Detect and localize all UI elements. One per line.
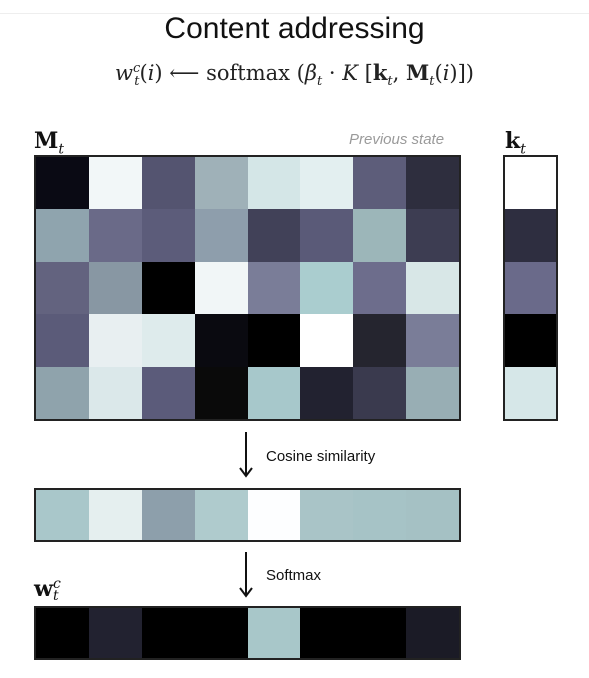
memory-cell [88,366,142,419]
weight-cell [36,608,89,658]
memory-cell [353,261,407,315]
softmax-label: Softmax [266,567,322,584]
memory-cell [247,366,301,419]
memory-cell [141,209,195,262]
weight-cell [141,608,195,658]
memory-cell [36,157,89,210]
key-label: kt [505,128,526,157]
memory-cell [353,209,407,262]
key-cell [505,366,556,419]
similarity-cell [194,490,248,540]
weights-symbol: w [34,576,53,602]
down-arrow-icon [239,552,253,598]
memory-matrix [34,155,461,421]
memory-cell [194,366,248,419]
key-cell [505,314,556,367]
similarity-cell [300,490,354,540]
memory-cell [141,314,195,367]
cosine-similarity-label: Cosine similarity [266,448,376,465]
memory-cell [194,261,248,315]
weight-cell [353,608,407,658]
memory-cell [141,366,195,419]
weight-cell [88,608,142,658]
memory-cell [36,314,89,367]
memory-cell [194,157,248,210]
weights-vector [34,606,461,660]
key-cell [505,209,556,262]
memory-cell [247,157,301,210]
memory-cell [353,157,407,210]
memory-cell [194,314,248,367]
memory-cell [247,314,301,367]
similarity-cell [141,490,195,540]
memory-cell [353,314,407,367]
key-cell [505,261,556,315]
memory-cell [141,261,195,315]
similarity-cell [247,490,301,540]
similarity-cell [88,490,142,540]
memory-cell [88,209,142,262]
memory-symbol: M [34,128,59,154]
memory-cell [88,157,142,210]
weight-cell [194,608,248,658]
content-addressing-formula: wct(i) ⟵ softmax (βt · K [kt, Mt(i)]) [115,60,474,90]
memory-cell [300,366,354,419]
down-arrow-icon [239,432,253,478]
weight-cell [406,608,459,658]
key-symbol: k [505,128,521,154]
similarity-cell [406,490,459,540]
memory-cell [300,209,354,262]
memory-cell [247,261,301,315]
key-cell [505,157,556,210]
key-subscript: t [520,141,526,158]
memory-cell [353,366,407,419]
memory-cell [300,314,354,367]
memory-subscript: t [58,141,64,158]
memory-cell [406,261,459,315]
memory-cell [36,209,89,262]
page-title: Content addressing [164,12,425,45]
memory-caption: Previous state [349,131,445,148]
memory-cell [300,157,354,210]
key-vector [503,155,558,421]
memory-cell [406,157,459,210]
memory-cell [406,209,459,262]
memory-label: Mt [34,128,64,157]
similarity-cell [36,490,89,540]
weights-subscript: t [52,588,59,604]
weights-superscript: c [52,576,61,592]
memory-cell [406,366,459,419]
top-divider [0,13,589,14]
memory-cell [36,366,89,419]
memory-cell [300,261,354,315]
similarity-vector [34,488,461,542]
similarity-cell [353,490,407,540]
memory-cell [88,314,142,367]
memory-cell [141,157,195,210]
memory-cell [88,261,142,315]
weight-cell [247,608,301,658]
memory-cell [406,314,459,367]
memory-cell [194,209,248,262]
memory-cell [247,209,301,262]
weight-cell [300,608,354,658]
memory-cell [36,261,89,315]
